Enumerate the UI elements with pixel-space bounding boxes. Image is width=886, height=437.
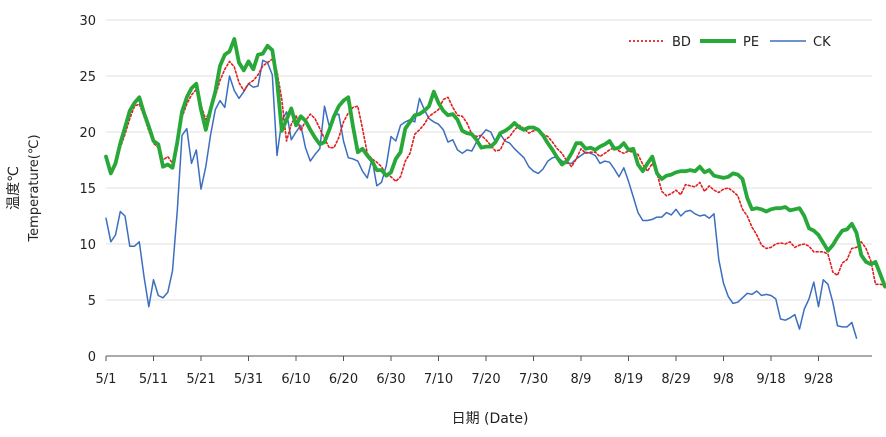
y-tick-label: 25 [79, 70, 96, 85]
x-tick-label: 5/11 [139, 372, 168, 387]
x-tick-label: 8/19 [614, 372, 643, 387]
x-tick-label: 6/10 [281, 372, 310, 387]
x-tick-label: 6/30 [376, 372, 405, 387]
legend: BD PE CK [629, 35, 831, 50]
y-tick-label: 5 [88, 294, 96, 309]
y-tick-label: 0 [88, 350, 96, 365]
series-line-pe [104, 37, 886, 289]
x-tick-label: 8/29 [661, 372, 690, 387]
x-tick-label: 9/8 [713, 372, 734, 387]
legend-label-bd: BD [672, 35, 691, 50]
y-tick-label: 30 [79, 14, 96, 29]
x-tick-label: 7/30 [519, 372, 548, 387]
x-tick-label: 5/31 [234, 372, 263, 387]
legend-label-pe: PE [743, 35, 759, 50]
x-tick-label: 5/1 [96, 372, 117, 387]
gridlines [106, 19, 872, 301]
x-tick-label: 9/28 [804, 372, 833, 387]
y-tick-label: 10 [79, 238, 96, 253]
x-tick-label: 8/9 [571, 372, 592, 387]
x-tick-label: 7/20 [471, 372, 500, 387]
y-axis-title-cn: 温度℃ [6, 166, 22, 210]
series-line-ck [105, 59, 858, 339]
y-axis-ticks: 0 5 10 15 20 25 30 [79, 14, 96, 365]
series-lines [104, 37, 886, 339]
y-tick-label: 20 [79, 126, 96, 141]
x-tick-label: 6/20 [329, 372, 358, 387]
x-tick-label: 9/18 [756, 372, 785, 387]
y-axis-title-en: Temperature(℃) [27, 134, 42, 242]
x-axis-title: 日期 (Date) [452, 411, 529, 427]
series-line-bd [105, 58, 886, 288]
x-tick-label: 7/10 [424, 372, 453, 387]
y-tick-label: 15 [79, 182, 96, 197]
x-axis-ticks: 5/1 5/11 5/21 5/31 6/10 6/20 6/30 7/10 7/20 7/30 8… [96, 356, 833, 387]
x-tick-label: 5/21 [186, 372, 215, 387]
legend-label-ck: CK [813, 35, 831, 50]
